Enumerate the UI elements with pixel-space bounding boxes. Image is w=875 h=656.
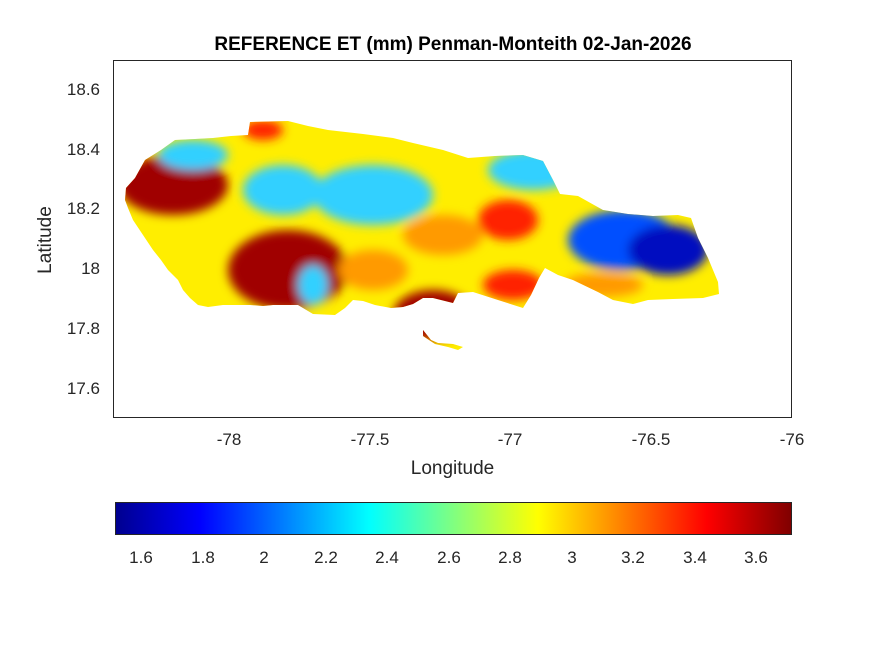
raster-patch	[478, 200, 538, 240]
raster-patch	[403, 215, 483, 255]
colorbar-tick-label: 3	[567, 548, 577, 567]
raster-patch	[393, 290, 473, 340]
x-tick-label: -77	[497, 430, 523, 449]
x-tick-label: -77.5	[350, 430, 390, 449]
raster-patch	[488, 150, 578, 190]
raster-patch	[563, 273, 643, 297]
y-tick-label: 18.6	[66, 80, 100, 99]
x-tick-label: -78	[216, 430, 242, 449]
et-map	[125, 121, 719, 350]
raster-patch	[338, 250, 408, 290]
colorbar-tick-label: 2.8	[498, 548, 522, 567]
et-raster	[125, 121, 719, 350]
colorbar	[115, 502, 792, 535]
colorbar-tick-label: 3.6	[744, 548, 768, 567]
x-axis-label: Longitude	[410, 458, 495, 479]
colorbar-tick-label: 1.6	[129, 548, 153, 567]
raster-patch	[313, 165, 433, 225]
x-tick-label: -76	[779, 430, 805, 449]
raster-patch	[158, 140, 228, 170]
colorbar-tick-label: 1.8	[191, 548, 215, 567]
figure-title: REFERENCE ET (mm) Penman-Monteith 02-Jan…	[214, 34, 692, 55]
colorbar-tick-label: 2.2	[314, 548, 338, 567]
raster-patch	[125, 155, 228, 215]
colorbar-tick-label: 2.6	[437, 548, 461, 567]
colorbar-tick-label: 2.4	[375, 548, 399, 567]
raster-patch	[483, 270, 543, 300]
y-tick-label: 18	[81, 259, 100, 278]
y-tick-label: 18.2	[66, 199, 100, 218]
raster-patch	[298, 265, 328, 305]
raster-patch	[628, 225, 708, 275]
raster-patch	[243, 121, 283, 140]
raster-patch	[243, 165, 323, 215]
y-axis-label: Latitude	[35, 206, 56, 274]
y-tick-label: 18.4	[66, 140, 100, 159]
y-tick-label: 17.6	[66, 379, 100, 398]
colorbar-tick-label: 3.4	[683, 548, 707, 567]
colorbar-tick-label: 3.2	[621, 548, 645, 567]
raster-patch	[228, 230, 348, 310]
y-tick-label: 17.8	[66, 319, 100, 338]
colorbar-tick-label: 2	[259, 548, 269, 567]
x-tick-label: -76.5	[631, 430, 671, 449]
